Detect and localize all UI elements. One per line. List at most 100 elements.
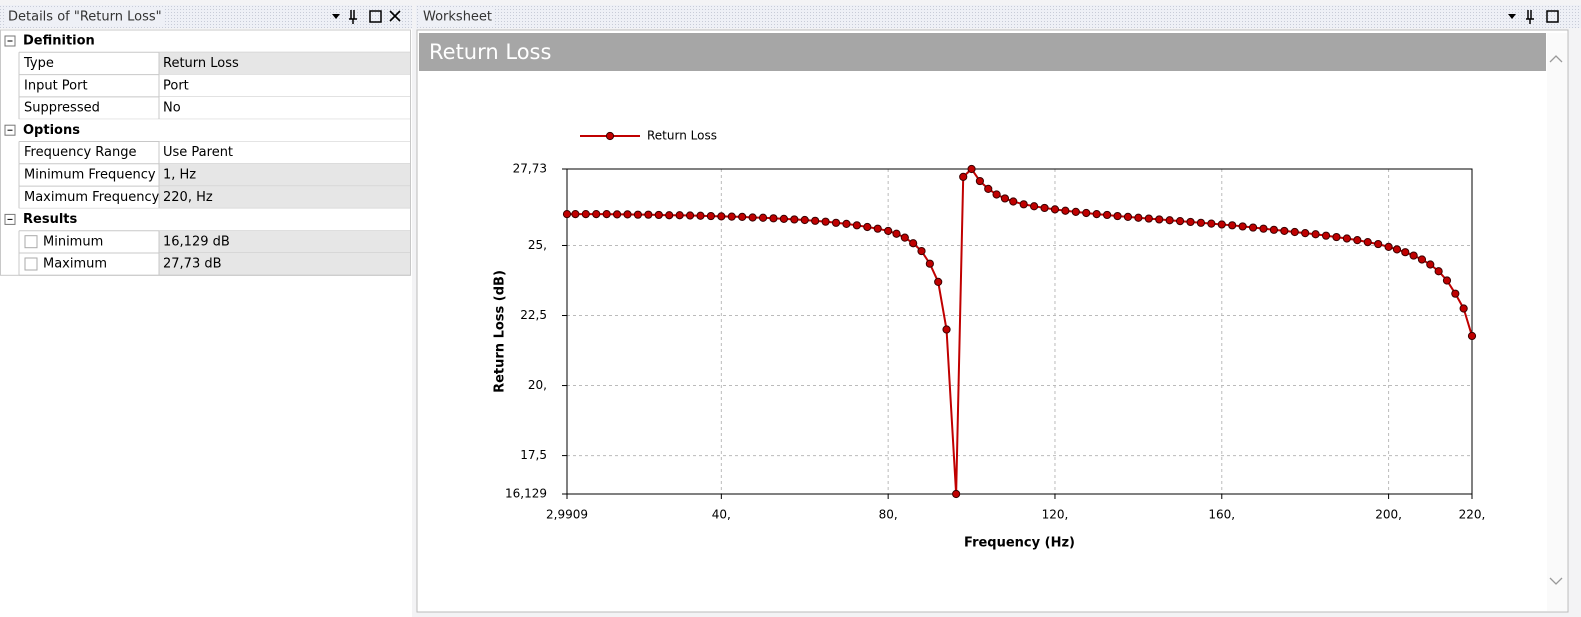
data-point bbox=[1280, 226, 1289, 236]
data-point bbox=[1451, 289, 1460, 298]
checkbox[interactable] bbox=[24, 257, 38, 271]
data-point bbox=[900, 233, 909, 242]
details-title: Details of "Return Loss" bbox=[8, 10, 162, 25]
data-point bbox=[842, 219, 851, 229]
maximize-icon[interactable] bbox=[1546, 10, 1559, 23]
row-value: 27,73 dB bbox=[163, 257, 222, 272]
worksheet-tab[interactable]: Worksheet bbox=[423, 10, 492, 25]
value-cell bbox=[159, 141, 410, 164]
data-point bbox=[1123, 212, 1133, 222]
data-point bbox=[1134, 213, 1143, 222]
scrollbar[interactable] bbox=[1547, 33, 1567, 611]
data-point bbox=[1196, 218, 1206, 227]
table-frame bbox=[0, 29, 411, 276]
data-point bbox=[1374, 239, 1383, 249]
data-point bbox=[892, 229, 901, 238]
menu-icon[interactable] bbox=[332, 14, 340, 19]
pin-icon[interactable] bbox=[1526, 10, 1534, 24]
checkbox[interactable] bbox=[24, 235, 38, 249]
data-point bbox=[1269, 225, 1279, 234]
data-point bbox=[1301, 229, 1310, 238]
data-point bbox=[1401, 248, 1410, 257]
data-point bbox=[1030, 202, 1039, 211]
data-point bbox=[1409, 251, 1418, 260]
x-axis-label: Frequency (Hz) bbox=[964, 536, 1075, 551]
data-point bbox=[571, 210, 580, 219]
data-point bbox=[1102, 210, 1112, 220]
value-cell bbox=[159, 186, 410, 209]
data-point bbox=[654, 210, 663, 220]
data-point bbox=[602, 210, 611, 219]
pin-icon[interactable] bbox=[349, 10, 357, 24]
data-point bbox=[992, 190, 1001, 199]
data-point bbox=[1061, 206, 1070, 215]
row-label: Minimum Frequency bbox=[24, 167, 156, 182]
data-point bbox=[1207, 219, 1216, 228]
data-point bbox=[779, 214, 788, 223]
x-tick-label: 120, bbox=[1042, 508, 1069, 522]
data-point bbox=[942, 325, 951, 334]
data-point bbox=[727, 212, 736, 221]
row-label: Suppressed bbox=[24, 101, 100, 116]
tab-bg bbox=[419, 8, 495, 26]
y-axis-label: Return Loss (dB) bbox=[493, 270, 508, 393]
data-point bbox=[592, 210, 601, 219]
data-point bbox=[959, 172, 968, 181]
data-point bbox=[1417, 255, 1427, 264]
data-point bbox=[1311, 230, 1320, 239]
data-point bbox=[975, 176, 985, 186]
value-cell bbox=[159, 96, 410, 120]
y-tick-label: 25, bbox=[528, 238, 547, 252]
data-point bbox=[1071, 207, 1080, 216]
data-point bbox=[1426, 260, 1435, 269]
maximize-icon[interactable] bbox=[369, 10, 382, 23]
worksheet-header-bg bbox=[419, 33, 1546, 71]
data-point bbox=[1186, 217, 1195, 227]
row-value: 220, Hz bbox=[163, 190, 213, 205]
y-tick-label: 27,73 bbox=[513, 162, 547, 176]
close-icon[interactable] bbox=[389, 10, 401, 22]
data-point bbox=[1353, 236, 1362, 245]
data-point bbox=[1259, 224, 1268, 233]
data-point bbox=[1092, 210, 1101, 219]
data-point bbox=[665, 211, 674, 220]
data-point bbox=[1009, 197, 1018, 206]
data-point bbox=[685, 211, 695, 220]
plot-frame bbox=[566, 168, 1473, 495]
row-label: Maximum bbox=[43, 257, 107, 272]
row-value: Port bbox=[163, 78, 189, 93]
data-point bbox=[800, 215, 809, 225]
row-label: Maximum Frequency bbox=[24, 190, 160, 205]
data-point bbox=[984, 184, 993, 193]
data-point bbox=[623, 210, 632, 219]
data-point bbox=[696, 211, 705, 220]
data-point bbox=[1155, 215, 1164, 224]
group-row bbox=[0, 30, 410, 53]
data-point bbox=[1467, 331, 1477, 341]
y-tick-label: 22,5 bbox=[520, 308, 547, 322]
title-bg bbox=[4, 8, 164, 26]
data-point bbox=[811, 216, 820, 225]
y-tick-label: 17,5 bbox=[520, 448, 547, 462]
data-point bbox=[884, 226, 893, 236]
data-point bbox=[562, 210, 572, 219]
data-point bbox=[769, 214, 778, 223]
data-point bbox=[1238, 222, 1247, 231]
data-point bbox=[1434, 267, 1443, 276]
group-name: Options bbox=[23, 123, 80, 138]
data-point bbox=[1019, 200, 1028, 209]
scroll-arrows[interactable] bbox=[1549, 55, 1563, 585]
legend-marker bbox=[605, 131, 615, 141]
value-cell bbox=[159, 253, 410, 276]
data-point bbox=[952, 489, 961, 499]
data-point bbox=[852, 221, 861, 230]
data-point bbox=[706, 211, 716, 221]
data-point bbox=[612, 210, 622, 219]
data-point bbox=[1332, 232, 1341, 242]
menu-icon[interactable] bbox=[1508, 14, 1516, 19]
row-value: 1, Hz bbox=[163, 167, 196, 182]
x-tick-label: 160, bbox=[1208, 508, 1235, 522]
row-label: Frequency Range bbox=[24, 145, 137, 160]
data-point bbox=[1144, 214, 1153, 223]
data-point bbox=[925, 259, 934, 268]
